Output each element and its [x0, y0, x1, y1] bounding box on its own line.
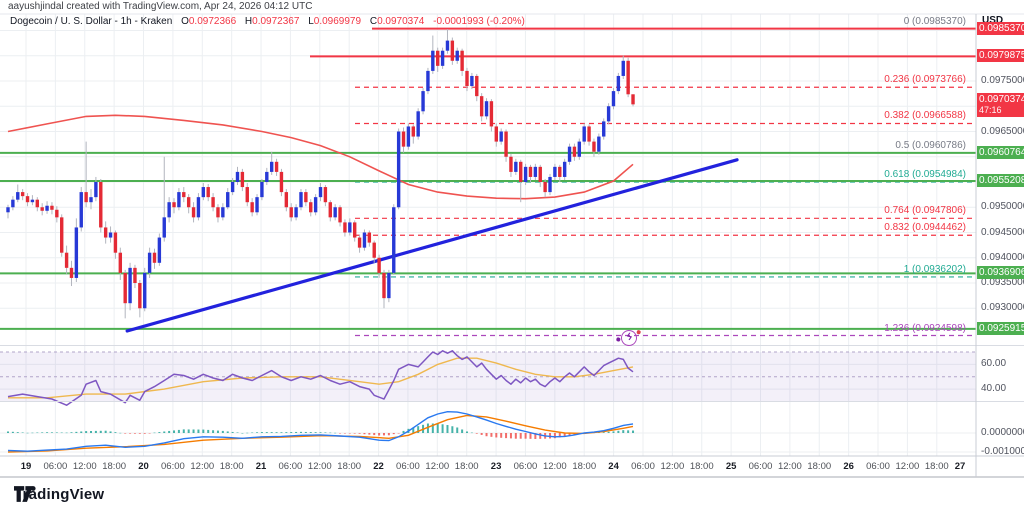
price-tick: 0.0945000 — [981, 226, 1024, 238]
time-label-day: 22 — [373, 461, 384, 472]
support-price-label: 0.0925915 — [977, 321, 1024, 335]
time-label-hour: 18:00 — [807, 461, 832, 472]
time-label-hour: 18:00 — [102, 461, 127, 472]
close-value: 0.0970374 — [377, 16, 425, 27]
time-axis[interactable] — [0, 456, 976, 477]
price-tick: 0.0965000 — [981, 125, 1024, 137]
time-label-hour: 12:00 — [542, 461, 567, 472]
current-price-label: 0.0970374 47:16 — [977, 93, 1024, 118]
fib-level-label: 0.382 (0.0966588) — [884, 110, 966, 122]
time-label-hour: 12:00 — [72, 461, 97, 472]
fib-level-label: 0 (0.0985370) — [903, 15, 966, 27]
rsi-tick: 60.00 — [981, 358, 1007, 370]
fib-level-label: 0.832 (0.0944462) — [884, 222, 966, 234]
time-label-day: 26 — [843, 461, 854, 472]
tradingview-branding[interactable]: TradingView — [14, 486, 104, 503]
countdown-timer: 47:16 — [979, 105, 1002, 116]
symbol-legend[interactable]: Dogecoin / U. S. Dollar - 1h - Kraken O0… — [10, 16, 525, 27]
time-label-hour: 06:00 — [748, 461, 773, 472]
rsi-tick: 40.00 — [981, 383, 1007, 395]
time-label-hour: 18:00 — [454, 461, 479, 472]
high-value: 0.0972367 — [252, 16, 300, 27]
support-price-label: 0.0936906 — [977, 266, 1024, 280]
brand-name: TradingView — [14, 486, 105, 503]
price-tick: 0.0935000 — [981, 277, 1024, 288]
price-tick: 0.0950000 — [981, 201, 1024, 213]
time-label-hour: 12:00 — [307, 461, 332, 472]
price-tick: 0.0975000 — [981, 75, 1024, 86]
attribution-text: aayushjindal created with TradingView.co… — [8, 1, 313, 12]
time-label-day: 25 — [725, 461, 737, 472]
symbol-title: Dogecoin / U. S. Dollar - 1h - Kraken — [10, 16, 173, 27]
time-label-hour: 18:00 — [337, 461, 362, 472]
time-label-day: 20 — [138, 461, 149, 472]
time-label-hour: 06:00 — [396, 461, 420, 472]
high-label: H — [244, 16, 253, 27]
fib-level-label: 1.236 (0.0924598) — [884, 322, 966, 334]
close-label: C — [369, 16, 378, 27]
time-label-hour: 06:00 — [43, 461, 68, 472]
low-value: 0.0969979 — [313, 16, 362, 27]
open-value: 0.0972366 — [188, 16, 237, 27]
time-label-hour: 06:00 — [866, 461, 890, 472]
time-label-day: 27 — [954, 461, 966, 472]
time-label-hour: 18:00 — [572, 461, 597, 472]
low-label: L — [308, 16, 314, 27]
time-label-day: 24 — [608, 461, 619, 472]
time-label-hour: 12:00 — [660, 461, 685, 472]
currency-label: USD — [982, 15, 1004, 26]
time-label-hour: 18:00 — [689, 461, 714, 472]
time-label-hour: 06:00 — [631, 461, 655, 472]
time-label-hour: 18:00 — [219, 461, 244, 472]
time-label-hour: 18:00 — [924, 461, 949, 472]
tradingview-logo-icon — [14, 486, 36, 502]
fib-level-label: 0.764 (0.0947806) — [884, 205, 966, 217]
time-label-hour: 12:00 — [190, 461, 215, 472]
time-label-hour: 12:00 — [425, 461, 450, 472]
time-label-hour: 06:00 — [161, 461, 185, 472]
support-price-label: 0.0960764 — [977, 145, 1024, 159]
time-label-hour: 06:00 — [513, 461, 538, 472]
resistance-price-label: 0.0985370 — [977, 21, 1024, 35]
fib-level-label: 0.618 (0.0954984) — [884, 169, 966, 181]
fib-level-label: 0.236 (0.0973766) — [884, 74, 966, 86]
open-label: O — [181, 16, 189, 27]
price-tick: 0.0930000 — [981, 302, 1024, 314]
fib-level-label: 0.5 (0.0960786) — [895, 139, 966, 151]
time-label-day: 21 — [255, 461, 267, 472]
macd-tick: 0.0000000 — [981, 427, 1024, 438]
time-label-day: 19 — [20, 461, 32, 472]
time-label-hour: 12:00 — [895, 461, 920, 472]
time-label-day: 23 — [490, 461, 502, 472]
time-label-hour: 06:00 — [278, 461, 303, 472]
fib-level-label: 1 (0.0936202) — [903, 263, 966, 275]
resistance-price-label: 0.0979875 — [977, 49, 1024, 63]
support-price-label: 0.0955208 — [977, 173, 1024, 187]
price-axis[interactable] — [976, 14, 1024, 477]
change-value: -0.0001993 (-0.20%) — [433, 16, 525, 27]
time-label-hour: 12:00 — [777, 461, 802, 472]
lightning-icon: ϟ — [625, 331, 634, 344]
price-tick: 0.0940000 — [981, 251, 1024, 263]
